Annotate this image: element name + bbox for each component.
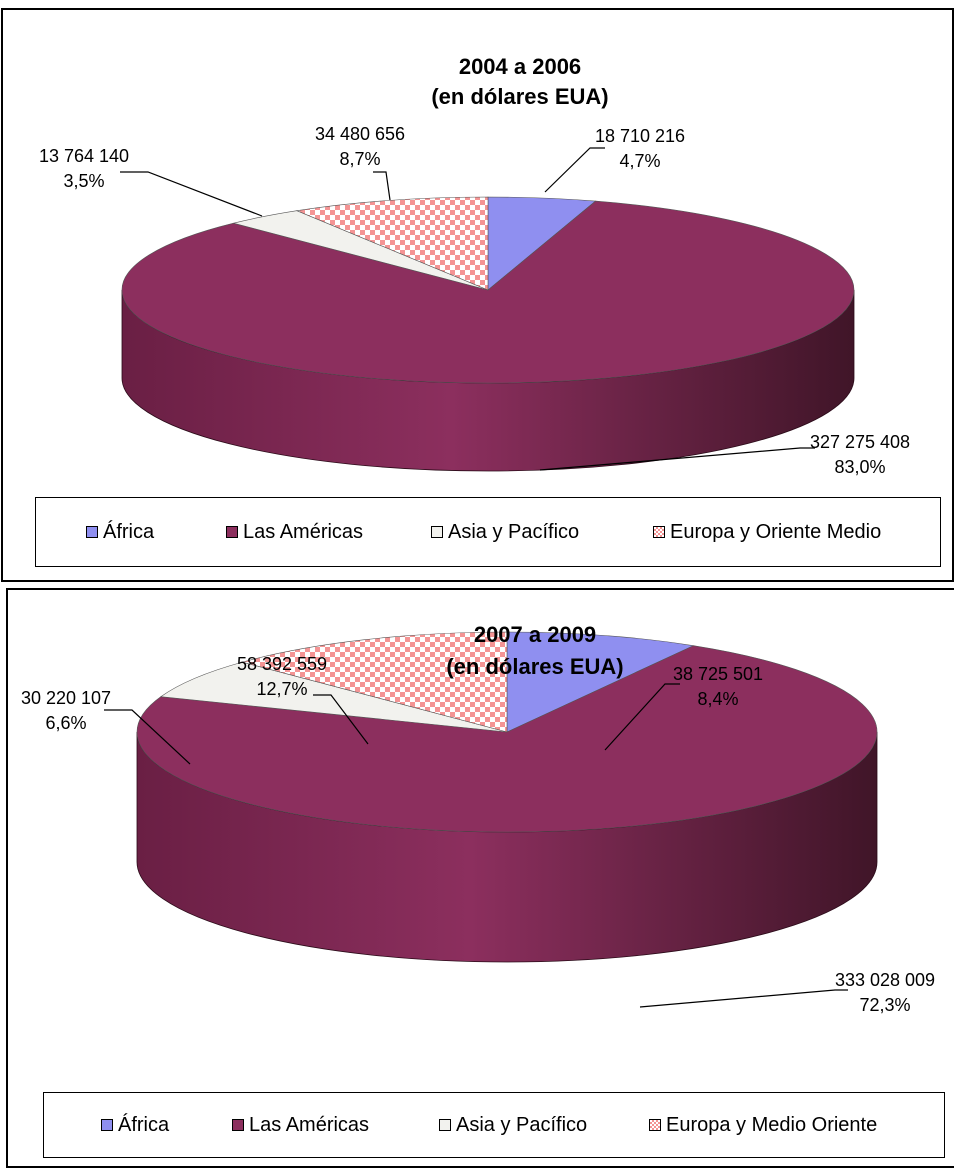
value-label-africa: 38 725 501 (673, 664, 763, 684)
legend-2: África Las Américas Asia y Pacífico Euro… (43, 1092, 945, 1158)
percent-label-europe: 12,7% (256, 679, 307, 699)
legend-swatch-europe (649, 1119, 661, 1131)
leader-line-americas (539, 447, 815, 471)
legend-label-americas: Las Américas (249, 1113, 370, 1136)
legend-swatch-asia (439, 1119, 451, 1131)
chart-title-line-2: (en dólares EUA) (446, 654, 623, 679)
pie-chart-1: 2004 a 2006 (en dólares EUA) 18 710 216 4,7… (39, 54, 910, 477)
legend-item-americas: Las Américas (226, 521, 363, 544)
legend-label-europe: Europa y Medio Oriente (666, 1113, 878, 1136)
pie-slice-asia (160, 661, 508, 733)
legend-item-africa: África (86, 521, 154, 544)
value-label-asia: 13 764 140 (39, 146, 129, 166)
percent-label-asia: 6,6% (45, 713, 86, 733)
legend-label-africa: África (103, 520, 155, 543)
leader-line-asia (120, 171, 263, 217)
legend-item-europe: Europa y Oriente Medio (653, 521, 881, 544)
pie-chart-2: 2007 a 2009 (en dólares EUA) 38 725 501 8,4… (21, 622, 935, 1015)
legend-1: África Las Américas Asia y Pacífico Euro… (35, 497, 941, 567)
percent-label-africa: 8,4% (697, 689, 738, 709)
pie-slice-africa (506, 631, 695, 733)
chart-title-line-1: 2004 a 2006 (459, 54, 581, 79)
pie-slice-europe (241, 631, 508, 733)
legend-swatch-americas (226, 526, 238, 538)
percent-label-americas: 83,0% (834, 457, 885, 477)
legend-item-africa: África (101, 1114, 169, 1137)
pie-slice-americas (136, 645, 878, 833)
value-label-asia: 30 220 107 (21, 688, 111, 708)
legend-label-europe: Europa y Oriente Medio (670, 520, 882, 543)
legend-swatch-americas (232, 1119, 244, 1131)
value-label-europe: 34 480 656 (315, 124, 405, 144)
chart-panel-1: 2004 a 2006 (en dólares EUA) 18 710 216 4,7… (0, 0, 954, 582)
chart-frame-1 (1, 8, 954, 582)
legend-label-africa: África (118, 1113, 170, 1136)
value-label-africa: 18 710 216 (595, 126, 685, 146)
chart-title-line-2: (en dólares EUA) (431, 84, 608, 109)
legend-swatch-africa (101, 1119, 113, 1131)
chart-title-line-1: 2007 a 2009 (474, 622, 596, 647)
legend-label-asia: Asia y Pacífico (448, 520, 580, 543)
percent-label-europe: 8,7% (339, 149, 380, 169)
legend-swatch-africa (86, 526, 98, 538)
value-label-europe: 58 392 559 (237, 654, 327, 674)
value-label-americas: 333 028 009 (835, 970, 935, 990)
percent-label-americas: 72,3% (859, 995, 910, 1015)
chart-panel-2: 2007 a 2009 (en dólares EUA) 38 725 501 8,4… (0, 582, 954, 1168)
legend-swatch-asia (431, 526, 443, 538)
legend-item-americas: Las Américas (232, 1114, 369, 1137)
leader-line-africa (604, 683, 680, 751)
leader-line-europe (373, 171, 391, 201)
leader-line-africa (544, 147, 605, 193)
value-label-americas: 327 275 408 (810, 432, 910, 452)
leader-line-europe (313, 694, 369, 745)
percent-label-asia: 3,5% (63, 171, 104, 191)
legend-label-americas: Las Américas (243, 520, 364, 543)
pie-slice-europe (295, 196, 489, 291)
legend-item-asia: Asia y Pacífico (439, 1114, 587, 1137)
pie-slice-americas (121, 200, 855, 384)
leader-line-asia (104, 709, 191, 765)
percent-label-africa: 4,7% (619, 151, 660, 171)
legend-swatch-europe (653, 526, 665, 538)
legend-item-asia: Asia y Pacífico (431, 521, 579, 544)
legend-item-europe: Europa y Medio Oriente (649, 1114, 877, 1137)
leader-line-americas (639, 989, 848, 1008)
legend-label-asia: Asia y Pacífico (456, 1113, 588, 1136)
